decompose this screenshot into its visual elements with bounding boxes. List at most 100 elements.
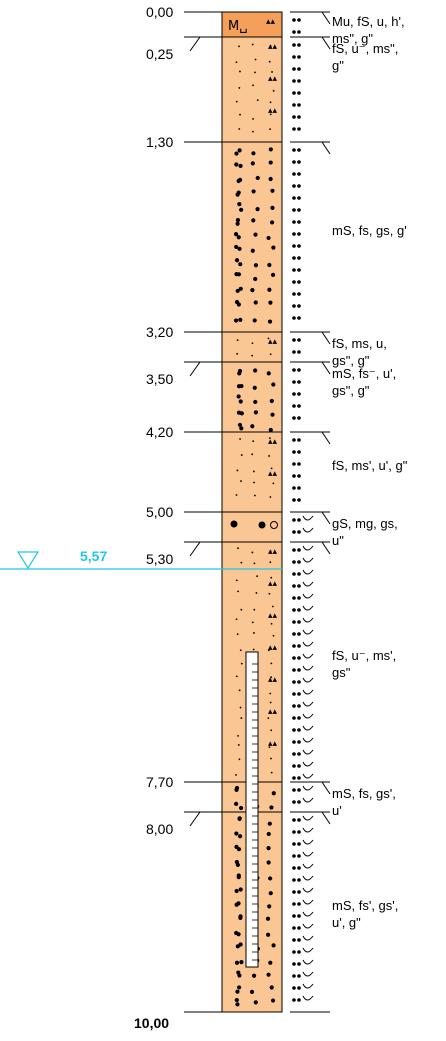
silt-arc [302, 863, 314, 869]
sand-dot [235, 862, 240, 868]
sand-dot [266, 371, 271, 376]
symbol-dot [297, 338, 301, 342]
symbol-dot [292, 548, 296, 552]
symbol-dot [292, 986, 296, 990]
sand-dot [253, 263, 259, 268]
gravel-mark: ▴▴ [268, 707, 278, 717]
sand-dot [270, 205, 275, 210]
symbol-dot [297, 127, 301, 131]
symbol-dot [292, 79, 296, 83]
symbol-dot [297, 256, 301, 260]
sand-dot [250, 424, 255, 429]
sand-dot [250, 248, 255, 253]
sand-dot [236, 384, 242, 389]
symbol-dot [297, 18, 301, 22]
description-leader [320, 431, 331, 445]
symbol-dot [292, 67, 296, 71]
sand-dot [252, 470, 255, 473]
sand-dot [235, 944, 240, 949]
sand-dot [239, 70, 241, 73]
symbol-dot [292, 232, 296, 236]
water-level: 5,57 [0, 548, 282, 570]
symbol-dot [292, 878, 296, 882]
symbol-dot [297, 728, 301, 732]
sand-dot [237, 368, 243, 374]
sand-dot [272, 482, 275, 485]
sand-dot [251, 43, 254, 46]
symbol-dot [292, 740, 296, 744]
sand-dot [252, 118, 254, 120]
sand-dot [235, 1002, 240, 1007]
symbol-dot [297, 115, 301, 119]
symbol-dot [292, 244, 296, 248]
sand-dot [237, 422, 243, 428]
layer-descriptions: Mu, fS, u, h', ms", g"fS, u⁻, ms", g" mS, f… [320, 11, 408, 930]
silt-arc [302, 665, 314, 671]
symbol-dot [297, 316, 301, 320]
symbol-dot [292, 462, 296, 466]
sand-dot [235, 288, 240, 294]
sand-dot [270, 220, 275, 225]
sand-dot [269, 353, 272, 356]
depth-label: 0,25 [146, 46, 173, 62]
description-line: fS, ms', u', g" [332, 458, 408, 473]
sand-dot [235, 494, 238, 496]
sand-dot [266, 972, 271, 977]
sand-dot [234, 801, 239, 806]
sand-dot [254, 71, 256, 74]
symbol-dot [297, 938, 301, 942]
layer-7 [221, 511, 283, 543]
symbol-dot [297, 890, 301, 894]
sand-dot [240, 454, 243, 456]
sand-dot [252, 318, 257, 323]
gravel-mark: ▴▴ [268, 74, 278, 84]
sand-dot [270, 676, 273, 679]
symbol-dot [292, 292, 296, 296]
sand-dot [239, 438, 241, 440]
sand-dot [250, 161, 255, 166]
soil-patterns: M␣ ▴▴ ▴▴ ▴▴ ▴▴ ▴▴ ▴▴ ▴▴ ▴▴ ▴▴ ▴▴ ▴▴ ▴▴ ▴▴ ▴▴ [228, 17, 278, 1007]
symbol-dot [297, 764, 301, 768]
sand-dot [271, 605, 274, 608]
symbol-dot [292, 256, 296, 260]
gravel-mark: ▴▴ [268, 579, 278, 589]
sand-dot [267, 904, 272, 909]
description-line: gs", g" [332, 353, 370, 368]
sand-dot [251, 973, 257, 978]
description-leader [320, 541, 331, 555]
sand-dot [253, 232, 258, 237]
sand-dot [240, 717, 243, 719]
symbol-dot [297, 184, 301, 188]
sand-dot [269, 113, 272, 116]
sand-dot [268, 427, 273, 433]
symbol-dot [297, 926, 301, 930]
sand-dot [271, 791, 276, 796]
gravel-mark: ▴▴ [268, 547, 278, 557]
sand-dot [270, 729, 273, 732]
sand-dot [238, 758, 241, 761]
depth-label: 4,20 [146, 424, 173, 440]
silt-arc [302, 629, 314, 635]
symbol-dot [297, 498, 301, 502]
silt-arc [302, 851, 314, 857]
symbol-dot [292, 160, 296, 164]
sand-dot [239, 207, 244, 212]
sand-dot [240, 662, 243, 665]
symbol-dot [292, 818, 296, 822]
sand-dot [255, 175, 260, 181]
gravel-mark: ▴▴ [268, 42, 278, 52]
gravel-open-dot [270, 521, 278, 529]
sand-dot [234, 162, 239, 167]
symbol-dot [297, 716, 301, 720]
silt-arc [302, 761, 314, 767]
sand-dot [266, 831, 271, 837]
silt-arc [302, 677, 314, 683]
sand-dot [268, 300, 273, 305]
description-leader [320, 141, 331, 155]
depth-leader [189, 36, 222, 52]
sand-dot [268, 147, 273, 152]
description-line: u', g" [332, 915, 361, 930]
gravel-mark: ▴▴ [268, 739, 278, 749]
symbol-dot [292, 788, 296, 792]
sand-dot [252, 385, 257, 390]
